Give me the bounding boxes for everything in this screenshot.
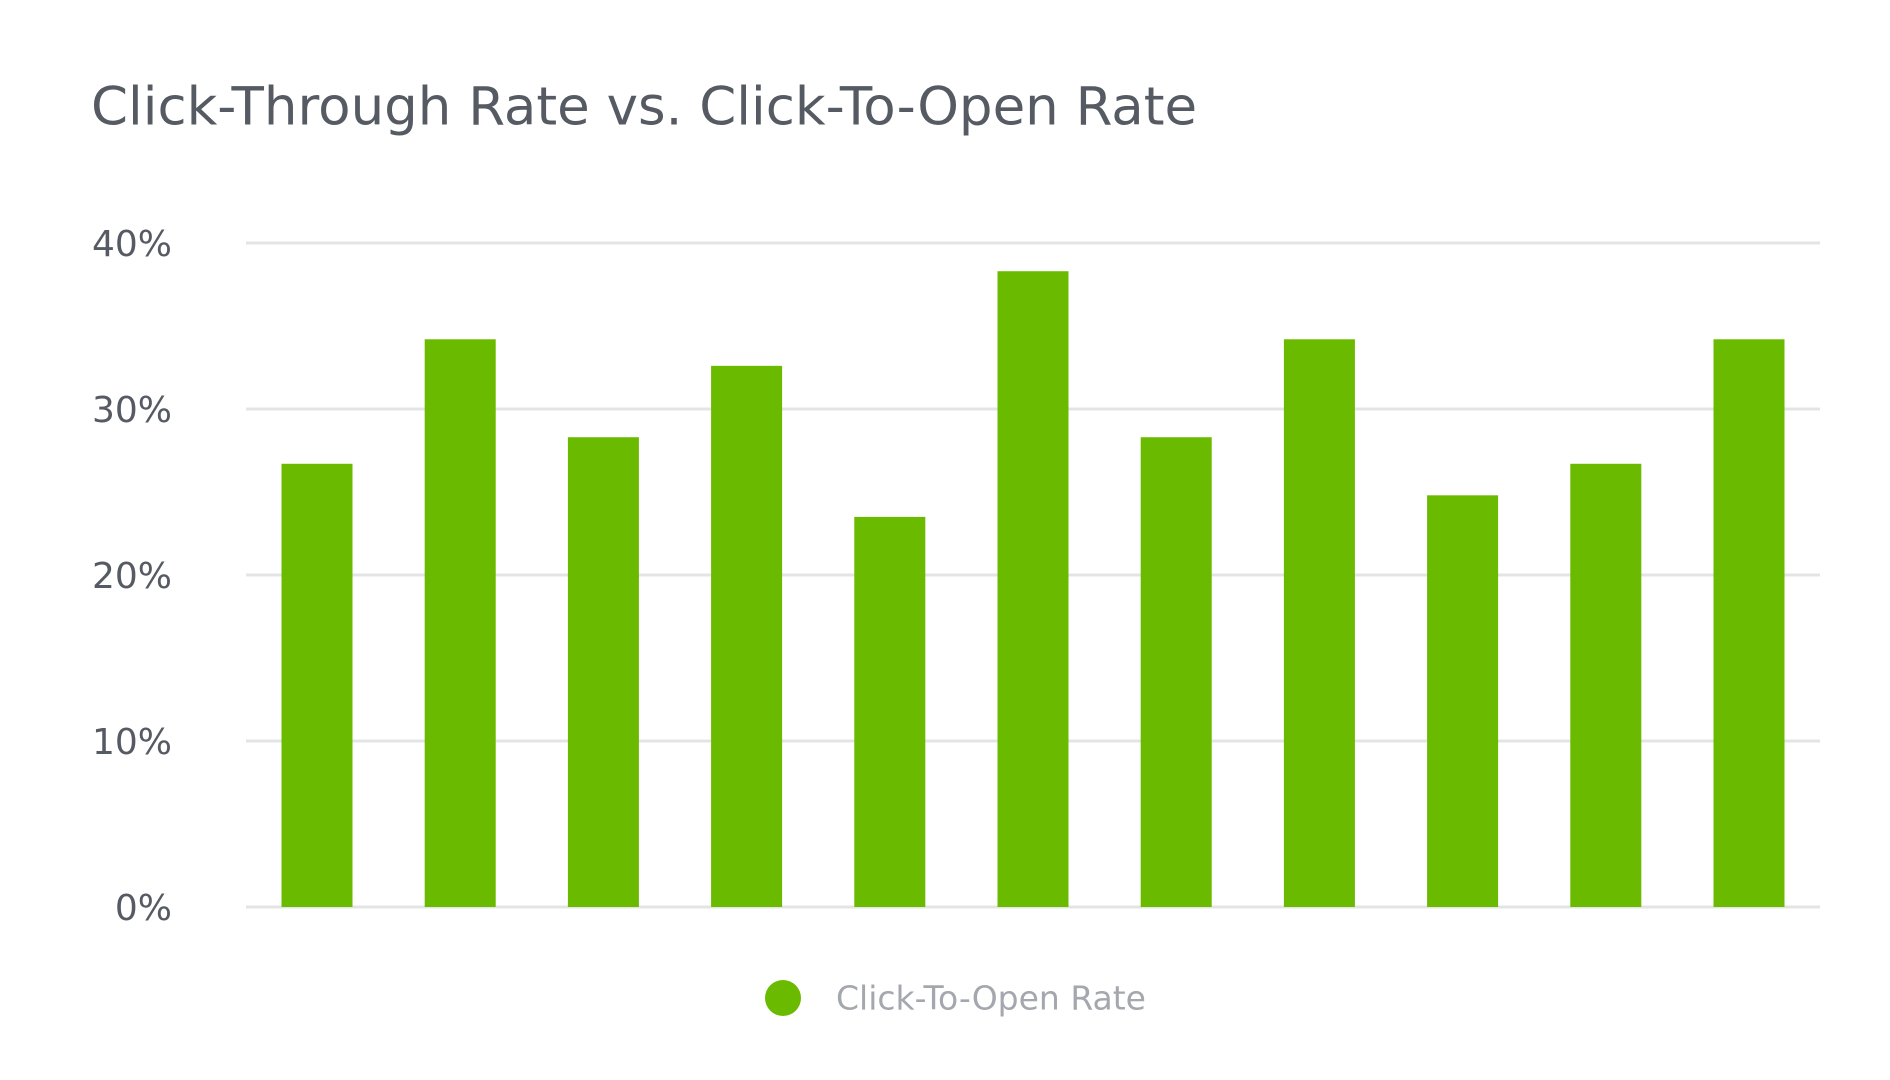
- y-tick-label: 20%: [92, 556, 172, 597]
- chart-title: Click-Through Rate vs. Click-To-Open Rat…: [91, 77, 1197, 138]
- bar: [1140, 437, 1212, 907]
- y-tick-label: 0%: [115, 888, 172, 929]
- y-tick-label: 30%: [92, 390, 172, 431]
- bar: [1427, 495, 1499, 907]
- bar: [567, 437, 639, 907]
- bar: [711, 365, 783, 908]
- bar: [281, 463, 353, 907]
- legend-marker: [765, 980, 801, 1016]
- bar: [1570, 463, 1642, 907]
- bar: [1713, 339, 1785, 907]
- y-tick-label: 10%: [92, 722, 172, 763]
- bar: [424, 339, 496, 907]
- bar: [1283, 339, 1355, 907]
- legend-label: Click-To-Open Rate: [836, 979, 1146, 1018]
- bar: [997, 271, 1069, 908]
- y-tick-label: 40%: [92, 224, 172, 265]
- bar: [854, 516, 926, 907]
